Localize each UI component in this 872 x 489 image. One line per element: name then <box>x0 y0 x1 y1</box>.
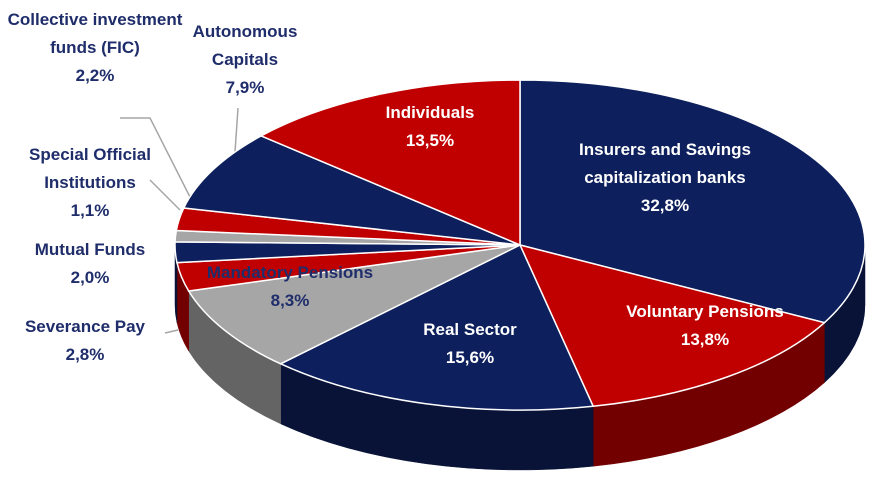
slice-name: Special Official Institutions <box>29 145 151 192</box>
slice-name: Collective investment funds (FIC) <box>7 10 183 57</box>
slice-label: Severance Pay 2,8% <box>0 313 170 369</box>
slice-name: Autonomous Capitals <box>192 22 298 69</box>
slice-value: 2,2% <box>75 66 115 85</box>
slice-name: Insurers and Savings capitalization bank… <box>579 140 751 187</box>
slice-value: 2,8% <box>65 345 105 364</box>
slice <box>519 79 866 324</box>
slice-value: 15,6% <box>445 348 495 367</box>
slice-value: 32,8% <box>640 196 690 215</box>
slice-value: 8,3% <box>270 291 310 310</box>
slice-value: 13,8% <box>680 330 730 349</box>
slice <box>182 135 521 246</box>
leader-line <box>149 179 181 211</box>
slice <box>278 243 595 411</box>
slice-label: Mandatory Pensions 8,3% <box>180 259 400 315</box>
slice-name: Voluntary Pensions <box>626 302 784 321</box>
slice-name: Real Sector <box>423 320 517 339</box>
slice-value: 7,9% <box>225 78 265 97</box>
slice-name: Severance Pay <box>24 317 146 336</box>
leader-line <box>120 117 191 198</box>
slice-label: Individuals 13,5% <box>350 99 510 155</box>
slice-label: Real Sector 15,6% <box>390 316 550 372</box>
pie-sides <box>174 244 866 471</box>
slice-name: Mutual Funds <box>34 240 146 259</box>
slice-label: Special Official Institutions 1,1% <box>5 141 175 225</box>
slice-name: Individuals <box>385 103 475 122</box>
slice-label: Mutual Funds 2,0% <box>5 236 175 292</box>
leader-lines <box>120 107 239 334</box>
slice-value: 2,0% <box>70 268 110 287</box>
slice-label: Insurers and Savings capitalization bank… <box>535 136 795 220</box>
slice-name: Mandatory Pensions <box>206 263 374 282</box>
slice <box>518 243 826 408</box>
pie-tops <box>174 79 866 411</box>
leader-line <box>164 329 179 334</box>
slice <box>187 244 521 365</box>
slice-label: Voluntary Pensions 13,8% <box>595 298 815 354</box>
slice-label: Autonomous Capitals 7,9% <box>175 18 315 102</box>
slice-label: Collective investment funds (FIC) 2,2% <box>0 6 190 90</box>
leader-line <box>234 107 239 153</box>
slice <box>259 79 521 247</box>
slice-value: 13,5% <box>405 131 455 150</box>
slice-value: 1,1% <box>70 201 110 220</box>
